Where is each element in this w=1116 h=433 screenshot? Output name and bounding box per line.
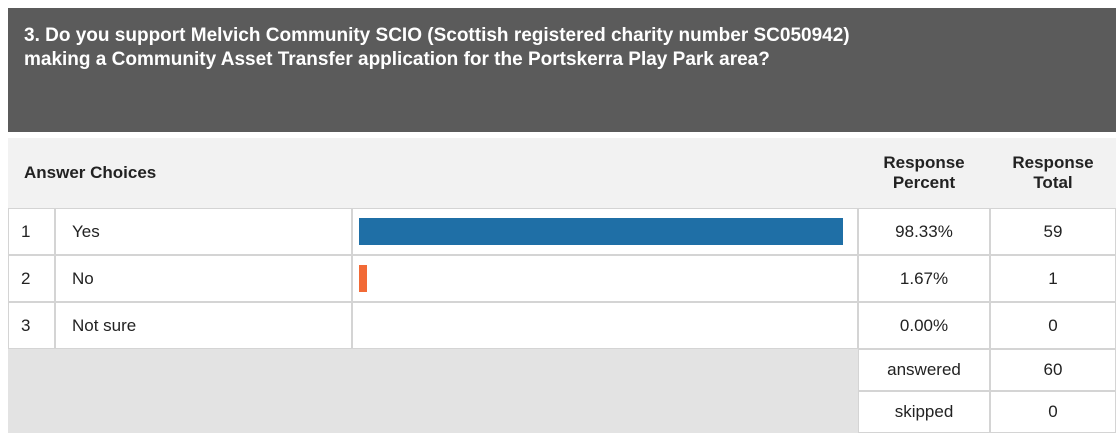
- row-answer: Yes: [55, 208, 352, 255]
- bar-cell: [352, 255, 858, 302]
- summary-label: skipped: [858, 391, 990, 433]
- row-total: 0: [990, 302, 1116, 349]
- row-total: 1: [990, 255, 1116, 302]
- header-response-total: Response Total: [1012, 153, 1094, 192]
- row-percent: 1.67%: [858, 255, 990, 302]
- summary-background: [8, 349, 858, 433]
- row-percent: 0.00%: [858, 302, 990, 349]
- header-response-percent: Response Percent: [883, 153, 965, 192]
- summary-label: answered: [858, 349, 990, 391]
- row-percent: 98.33%: [858, 208, 990, 255]
- row-number: 1: [8, 208, 55, 255]
- row-total: 59: [990, 208, 1116, 255]
- row-number: 3: [8, 302, 55, 349]
- question-header: [8, 8, 1116, 132]
- summary-value: 0: [990, 391, 1116, 433]
- question-title: 3. Do you support Melvich Community SCIO…: [24, 25, 850, 70]
- bar: [359, 265, 368, 292]
- header-row: [8, 138, 1116, 208]
- summary-value: 60: [990, 349, 1116, 391]
- bar-cell: [352, 302, 858, 349]
- bar: [359, 218, 843, 245]
- row-answer: Not sure: [55, 302, 352, 349]
- row-answer: No: [55, 255, 352, 302]
- bar-cell: [352, 208, 858, 255]
- header-answer-choices: Answer Choices: [24, 163, 157, 182]
- row-number: 2: [8, 255, 55, 302]
